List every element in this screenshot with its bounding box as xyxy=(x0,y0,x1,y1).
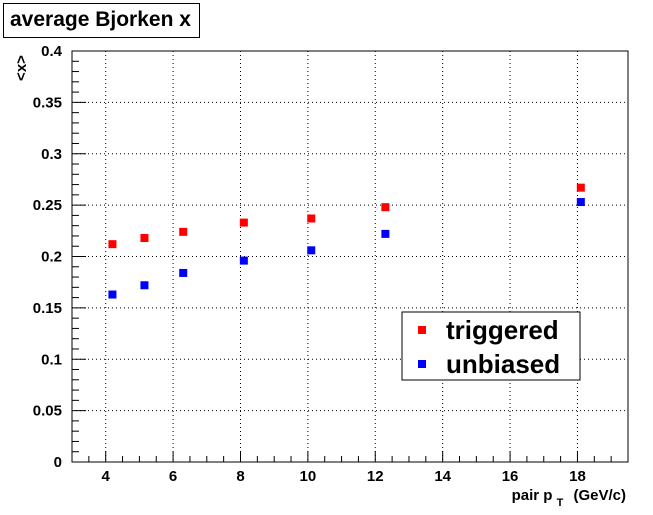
series-unbiased xyxy=(108,198,585,299)
legend-marker-triggered xyxy=(418,326,426,334)
y-tick-label: 0 xyxy=(54,454,62,471)
data-point-unbiased xyxy=(576,198,585,207)
x-axis-label: pair p T (GeV/c) xyxy=(512,487,626,510)
x-axis-label-subscript: T xyxy=(557,497,564,509)
y-tick-label: 0.1 xyxy=(41,351,62,368)
x-tick-label: 14 xyxy=(434,468,451,485)
series-triggered xyxy=(108,183,585,249)
axis-ticks xyxy=(71,50,629,463)
data-point-triggered xyxy=(239,218,248,227)
y-tick-label: 0.25 xyxy=(33,197,62,214)
y-axis-label: <x> xyxy=(13,55,30,81)
x-tick-label: 8 xyxy=(236,468,244,485)
data-point-unbiased xyxy=(307,246,316,255)
data-points xyxy=(108,183,585,299)
data-point-triggered xyxy=(140,234,149,243)
x-tick-label: 16 xyxy=(502,468,519,485)
chart-title: average Bjorken x xyxy=(3,3,200,38)
data-point-triggered xyxy=(307,214,316,223)
y-tick-label: 0.15 xyxy=(33,300,62,317)
legend-box xyxy=(401,311,581,381)
y-tick-label: 0.3 xyxy=(41,146,62,163)
legend-label-unbiased: unbiased xyxy=(446,349,560,379)
x-tick-label: 12 xyxy=(367,468,384,485)
data-point-triggered xyxy=(381,203,390,212)
tick-labels: 4 6 8 10 12 14 16 18 0 0.05 0.1 0.15 0.2 0.25 0.3 0.35 0… xyxy=(33,43,586,485)
data-point-triggered xyxy=(179,227,188,236)
y-tick-label: 0.4 xyxy=(41,43,63,60)
y-tick-label: 0.2 xyxy=(41,249,62,266)
data-point-triggered xyxy=(108,240,117,249)
legend-marker-unbiased xyxy=(418,360,426,368)
legend: triggered unbiased xyxy=(401,311,581,381)
x-tick-label: 18 xyxy=(569,468,586,485)
data-point-unbiased xyxy=(179,268,188,277)
data-point-unbiased xyxy=(108,290,117,299)
data-point-unbiased xyxy=(140,281,149,290)
data-point-unbiased xyxy=(239,256,248,265)
data-point-triggered xyxy=(576,183,585,192)
x-axis-label-main: pair p xyxy=(512,487,553,504)
data-point-unbiased xyxy=(381,229,390,238)
legend-label-triggered: triggered xyxy=(446,315,559,345)
x-tick-label: 6 xyxy=(169,468,177,485)
x-tick-label: 10 xyxy=(300,468,317,485)
x-axis-label-unit: (GeV/c) xyxy=(573,487,626,504)
grid-lines xyxy=(72,51,628,462)
x-tick-label: 4 xyxy=(102,468,111,485)
y-tick-label: 0.35 xyxy=(33,94,62,111)
y-tick-label: 0.05 xyxy=(33,403,62,420)
